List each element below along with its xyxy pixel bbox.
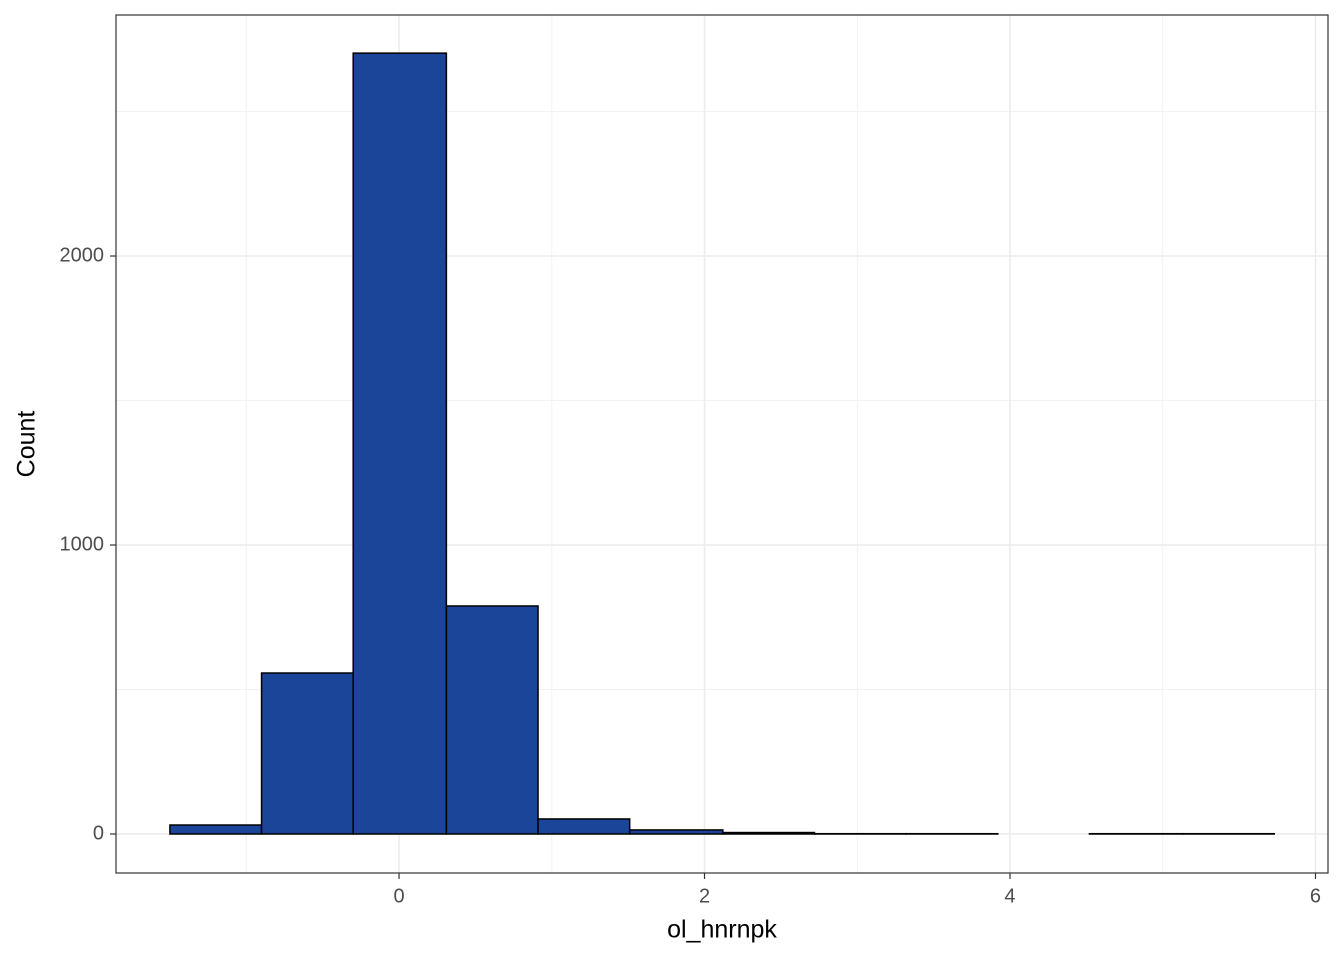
- bar: [537, 818, 631, 835]
- y-tick-label: 0: [93, 822, 104, 844]
- x-tick-label: 4: [1004, 885, 1015, 907]
- x-axis-title: ol_hnrnpk: [667, 916, 777, 944]
- y-axis-title: Count: [13, 411, 41, 478]
- plot-area: [116, 15, 1328, 873]
- bar: [260, 672, 354, 835]
- x-tick-label: 2: [699, 885, 710, 907]
- panel-border: [115, 14, 1329, 874]
- bar: [628, 829, 724, 835]
- y-tick-label: 2000: [60, 244, 105, 266]
- bar: [169, 824, 263, 835]
- x-tick-label: 0: [393, 885, 404, 907]
- bar: [722, 831, 816, 835]
- y-tick-label: 1000: [60, 533, 105, 555]
- bar: [352, 52, 448, 835]
- bar: [445, 605, 539, 835]
- x-tick-label: 6: [1310, 885, 1321, 907]
